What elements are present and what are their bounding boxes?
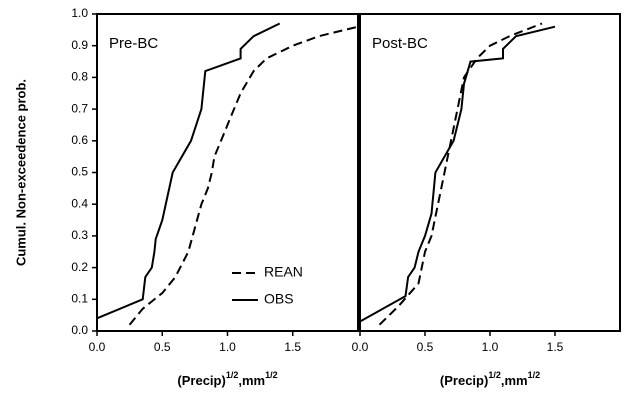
line-series (359, 25, 556, 323)
panel-title: Pre-BC (109, 35, 158, 52)
x-tick-label: 0.5 (417, 340, 434, 354)
panel-title: Post-BC (372, 35, 428, 52)
y-tick-label: 0.5 (71, 165, 88, 179)
x-tick-label: 1.0 (482, 340, 499, 354)
y-tick-label: 0.1 (71, 291, 88, 305)
x-tick-label: 1.5 (547, 340, 564, 354)
y-tick-label: 0.0 (71, 323, 88, 337)
legend-label: OBS (264, 291, 294, 307)
x-axis-title-sup: 1/2 (488, 370, 501, 380)
y-tick-label: 0.4 (71, 196, 88, 210)
x-axis-title-unit-sup: 1/2 (265, 370, 278, 380)
y-tick-label: 0.7 (71, 101, 88, 115)
y-tick-label: 0.9 (71, 38, 88, 52)
x-axis-title-unit: ,mm (238, 373, 265, 388)
y-tick-label: 0.8 (71, 70, 88, 84)
x-axis-title-base: (Precip) (440, 373, 488, 388)
panel-frame (359, 13, 621, 332)
y-tick-label: 1.0 (71, 6, 88, 20)
x-tick-label: 0.0 (352, 340, 369, 354)
y-tick-label: 0.6 (71, 133, 88, 147)
y-tick-label: 0.2 (71, 260, 88, 274)
x-axis-title-unit-sup: 1/2 (528, 370, 541, 380)
y-axis-title: Cumul. Non-exceedence prob. (13, 79, 28, 266)
x-axis-title-sup: 1/2 (226, 370, 239, 380)
legend-label: REAN (264, 264, 303, 280)
x-tick-label: 0.5 (154, 340, 171, 354)
y-tick-label: 0.3 (71, 228, 88, 242)
panel-frame (96, 13, 359, 332)
x-tick-label: 0.0 (89, 340, 106, 354)
line-series (128, 25, 359, 326)
x-axis-title-base: (Precip) (177, 373, 225, 388)
x-axis-title: (Precip)1/2,mm1/2 (440, 370, 540, 388)
x-tick-label: 1.0 (219, 340, 236, 354)
line-series (378, 22, 543, 326)
x-axis-title-unit: ,mm (501, 373, 528, 388)
line-series (96, 22, 281, 320)
x-tick-label: 1.5 (284, 340, 301, 354)
x-axis-title: (Precip)1/2,mm1/2 (177, 370, 277, 388)
